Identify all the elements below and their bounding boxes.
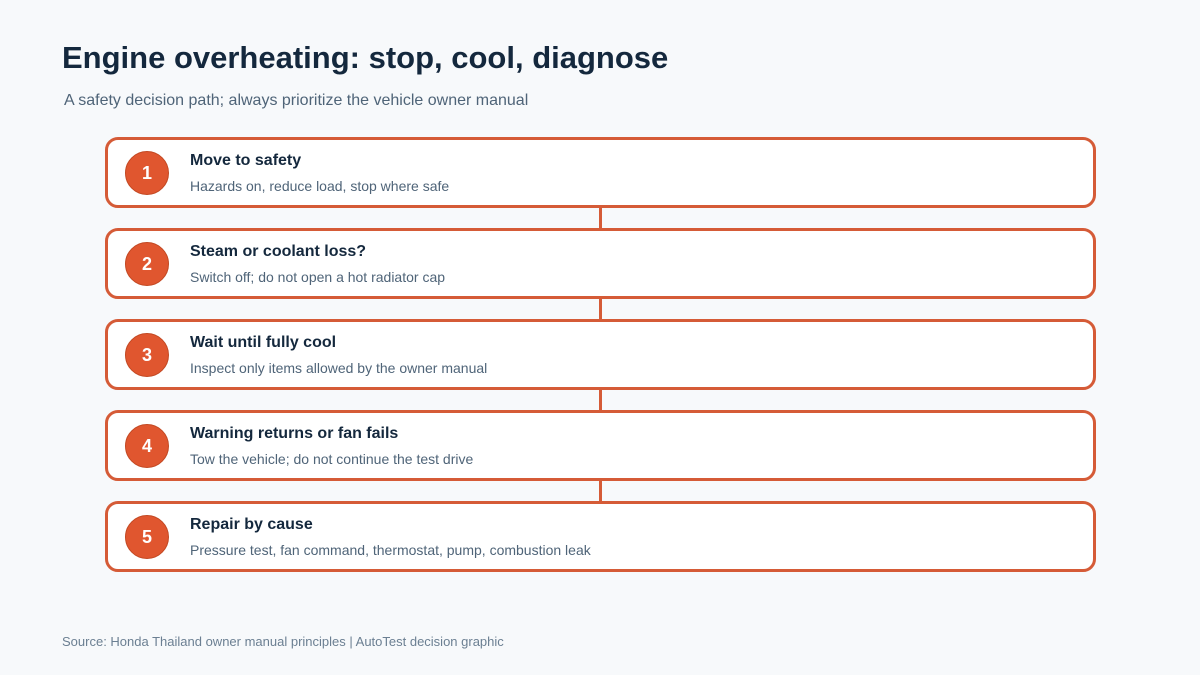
flow-connector bbox=[599, 299, 602, 319]
step-number-badge: 3 bbox=[125, 333, 169, 377]
step-description: Pressure test, fan command, thermostat, … bbox=[190, 542, 591, 558]
flow-step-5: 5 Repair by cause Pressure test, fan com… bbox=[105, 501, 1096, 572]
decision-flow: 1 Move to safety Hazards on, reduce load… bbox=[105, 137, 1096, 572]
step-description: Switch off; do not open a hot radiator c… bbox=[190, 269, 446, 285]
flow-step-3: 3 Wait until fully cool Inspect only ite… bbox=[105, 319, 1096, 390]
step-number-badge: 1 bbox=[125, 151, 169, 195]
step-description: Tow the vehicle; do not continue the tes… bbox=[190, 451, 474, 467]
flow-step-1: 1 Move to safety Hazards on, reduce load… bbox=[105, 137, 1096, 208]
step-description: Inspect only items allowed by the owner … bbox=[190, 360, 488, 376]
step-title: Move to safety bbox=[190, 152, 302, 169]
flow-connector bbox=[599, 390, 602, 410]
step-title: Repair by cause bbox=[190, 516, 313, 533]
step-number-badge: 4 bbox=[125, 424, 169, 468]
step-title: Steam or coolant loss? bbox=[190, 243, 367, 260]
step-title: Wait until fully cool bbox=[190, 334, 337, 351]
flow-connector bbox=[599, 481, 602, 501]
step-number-badge: 2 bbox=[125, 242, 169, 286]
step-title: Warning returns or fan fails bbox=[190, 425, 399, 442]
step-description: Hazards on, reduce load, stop where safe bbox=[190, 178, 450, 194]
flow-step-2: 2 Steam or coolant loss? Switch off; do … bbox=[105, 228, 1096, 299]
flow-connector bbox=[599, 208, 602, 228]
page-subtitle: A safety decision path; always prioritiz… bbox=[64, 92, 529, 109]
step-number-badge: 5 bbox=[125, 515, 169, 559]
flow-step-4: 4 Warning returns or fan fails Tow the v… bbox=[105, 410, 1096, 481]
page-title: Engine overheating: stop, cool, diagnose bbox=[62, 40, 669, 75]
source-note: Source: Honda Thailand owner manual prin… bbox=[62, 634, 504, 649]
